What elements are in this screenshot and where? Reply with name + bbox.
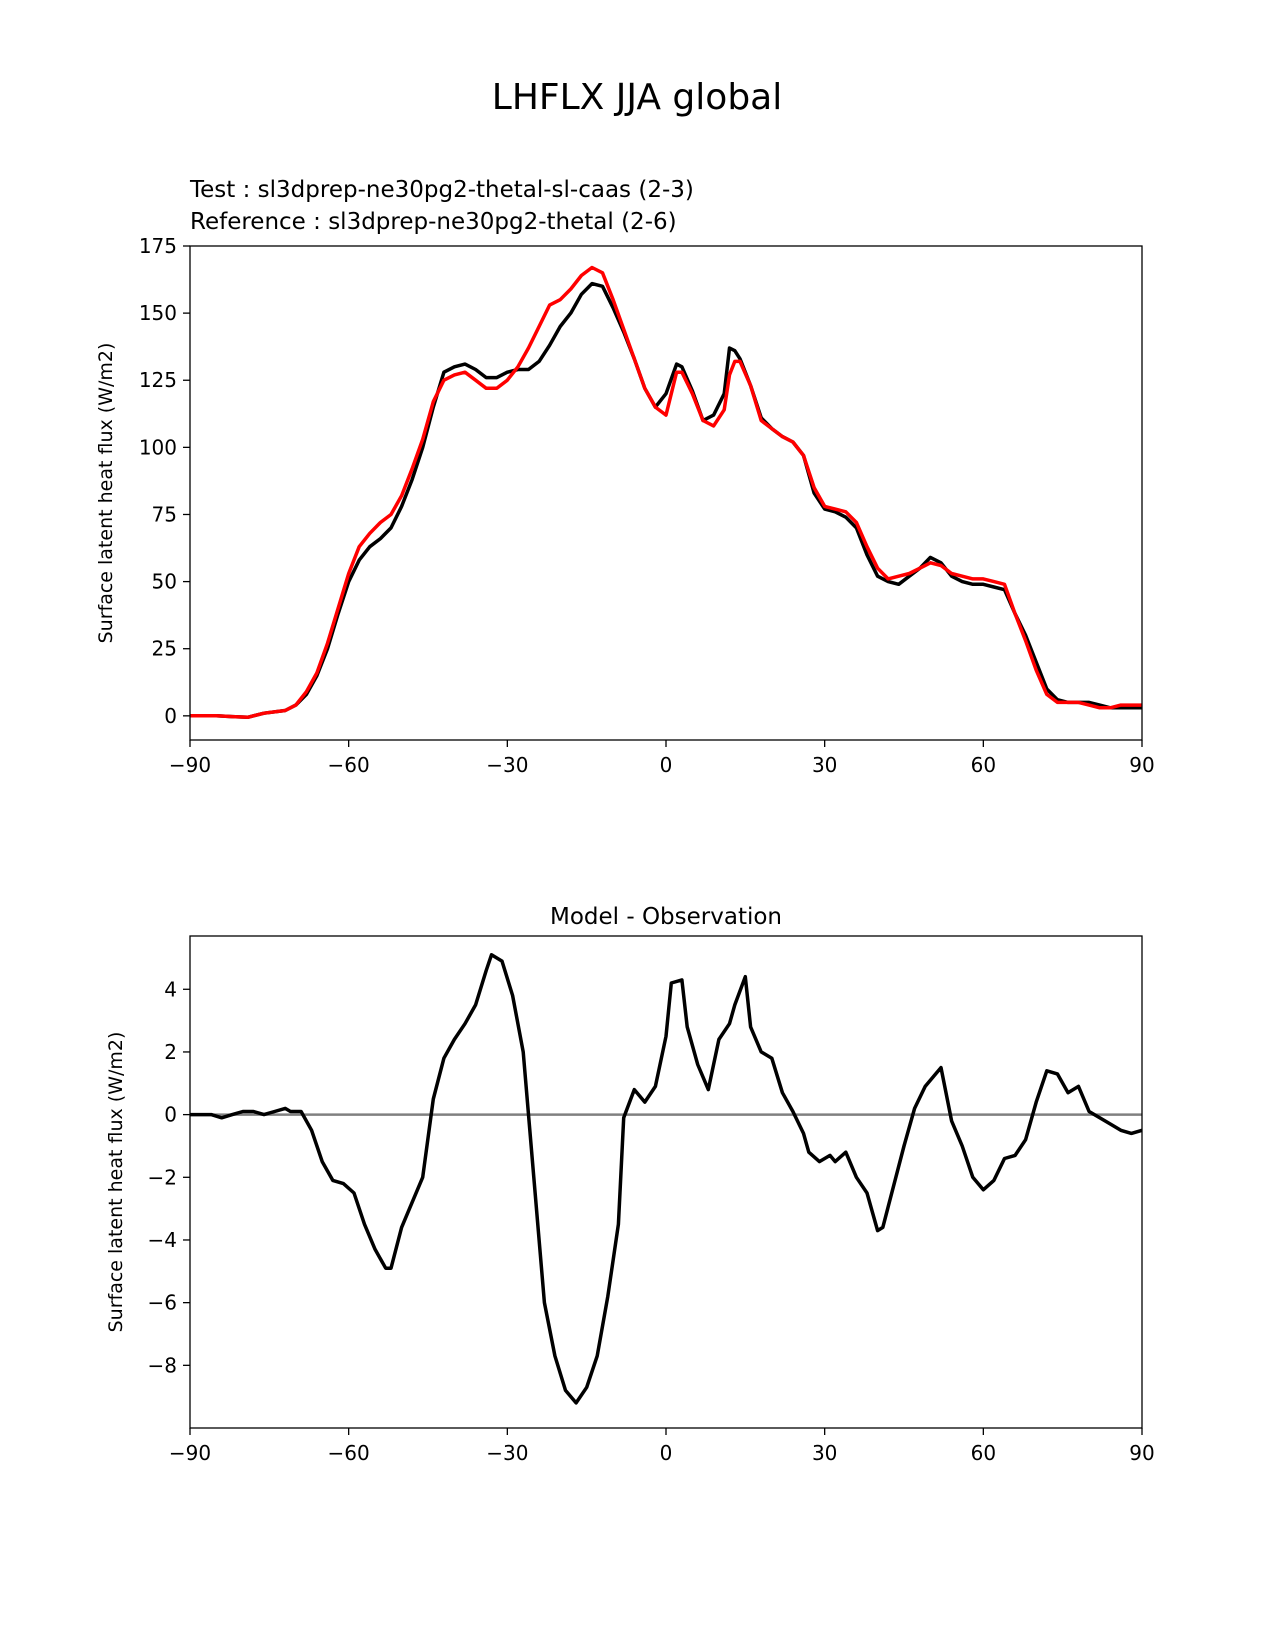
y-tick-label: −8 bbox=[148, 1353, 177, 1377]
y-tick-label: −2 bbox=[148, 1165, 177, 1189]
x-tick-label: 90 bbox=[1129, 753, 1154, 777]
series-line-diff bbox=[190, 953, 1143, 1405]
x-tick-label: 90 bbox=[1129, 1441, 1154, 1465]
x-tick-label: −30 bbox=[486, 1441, 528, 1465]
y-tick-label: 150 bbox=[139, 301, 177, 325]
y-tick-label: −6 bbox=[148, 1291, 177, 1315]
y-axis-label: Surface latent heat flux (W/m2) bbox=[95, 343, 117, 644]
x-tick-label: 30 bbox=[812, 1441, 837, 1465]
x-tick-label: 0 bbox=[660, 1441, 673, 1465]
y-tick-label: −4 bbox=[148, 1228, 177, 1252]
x-tick-label: −90 bbox=[169, 1441, 211, 1465]
y-axis-label: Surface latent heat flux (W/m2) bbox=[105, 1032, 127, 1333]
y-tick-label: 175 bbox=[139, 234, 177, 258]
x-tick-label: −90 bbox=[169, 753, 211, 777]
axes-frame bbox=[189, 245, 1143, 741]
series-line-reference bbox=[190, 265, 1142, 719]
y-tick-label: 100 bbox=[139, 435, 177, 459]
test-label: Test : sl3dprep-ne30pg2-thetal-sl-caas (… bbox=[189, 177, 694, 203]
x-tick-label: −30 bbox=[486, 753, 528, 777]
bottom-chart-title: Model - Observation bbox=[550, 904, 782, 930]
x-tick-label: 0 bbox=[660, 753, 673, 777]
y-tick-label: 25 bbox=[152, 637, 177, 661]
top-chart-panel: −90 −60 −30 0 30 60 90 0 25 50 75 100 125 150 175 Surfa… bbox=[95, 234, 1155, 777]
x-tick-label: 60 bbox=[971, 753, 996, 777]
y-tick-label: 50 bbox=[152, 570, 177, 594]
bottom-chart-panel: −90 −60 −30 0 30 60 90 −8 −6 −4 −2 0 2 4 Surface laten… bbox=[105, 935, 1155, 1465]
y-tick-label: 0 bbox=[164, 1103, 177, 1127]
y-tick-label: 4 bbox=[164, 977, 177, 1001]
figure-title: LHFLX JJA global bbox=[492, 77, 782, 118]
y-tick-label: 125 bbox=[139, 368, 177, 392]
x-tick-label: −60 bbox=[328, 1441, 370, 1465]
y-tick-label: 0 bbox=[164, 704, 177, 728]
x-tick-label: 30 bbox=[812, 753, 837, 777]
reference-label: Reference : sl3dprep-ne30pg2-thetal (2-6… bbox=[190, 209, 677, 235]
y-tick-label: 75 bbox=[152, 502, 177, 526]
y-tick-label: 2 bbox=[164, 1040, 177, 1064]
x-tick-label: 60 bbox=[971, 1441, 996, 1465]
x-tick-label: −60 bbox=[328, 753, 370, 777]
series-line-test bbox=[190, 281, 1142, 719]
